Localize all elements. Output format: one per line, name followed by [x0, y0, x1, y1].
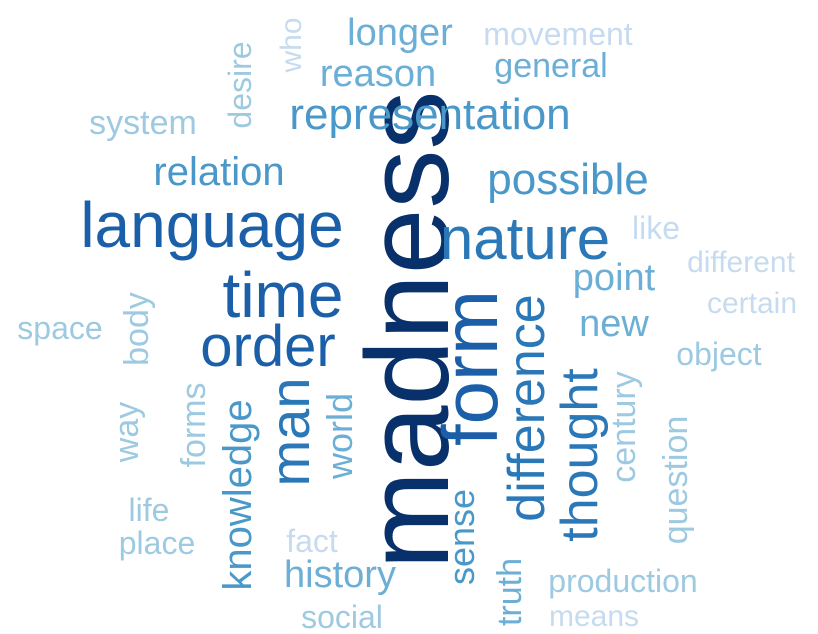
- cloud-word-reason: reason: [319, 53, 437, 95]
- cloud-word-point: point: [572, 257, 656, 299]
- cloud-word-difference: difference: [498, 294, 556, 522]
- cloud-word-truth: truth: [491, 557, 529, 627]
- cloud-word-general: general: [494, 47, 608, 85]
- cloud-word-desire: desire: [222, 41, 258, 129]
- cloud-word-means: means: [548, 600, 640, 633]
- cloud-word-who: who: [275, 17, 308, 73]
- cloud-word-thought: thought: [551, 368, 609, 542]
- cloud-word-representation: representation: [289, 90, 571, 139]
- cloud-word-place: place: [118, 525, 196, 561]
- cloud-word-history: history: [284, 554, 396, 596]
- cloud-word-knowledge: knowledge: [216, 399, 260, 591]
- cloud-word-possible: possible: [487, 155, 649, 204]
- cloud-word-fact: fact: [286, 523, 338, 559]
- cloud-word-language: language: [80, 189, 344, 261]
- cloud-word-life: life: [128, 492, 170, 528]
- cloud-word-different: different: [687, 246, 795, 279]
- cloud-word-social: social: [301, 599, 383, 634]
- cloud-word-longer: longer: [347, 12, 453, 54]
- cloud-word-new: new: [579, 303, 649, 345]
- cloud-word-certain: certain: [706, 287, 798, 320]
- cloud-word-nature: nature: [439, 205, 611, 272]
- cloud-word-body: body: [118, 292, 156, 366]
- cloud-word-system: system: [89, 104, 197, 142]
- cloud-word-sense: sense: [441, 488, 482, 586]
- cloud-word-time: time: [222, 259, 344, 331]
- cloud-word-space: space: [17, 310, 103, 346]
- cloud-word-man: man: [258, 377, 321, 487]
- cloud-word-question: question: [657, 415, 695, 545]
- cloud-word-like: like: [631, 210, 681, 246]
- cloud-word-production: production: [548, 563, 698, 599]
- cloud-word-world: world: [319, 392, 360, 480]
- cloud-word-relation: relation: [153, 150, 285, 194]
- cloud-word-way: way: [108, 401, 146, 463]
- cloud-word-order: order: [200, 314, 336, 379]
- cloud-word-movement: movement: [483, 16, 633, 52]
- cloud-word-object: object: [676, 336, 762, 372]
- cloud-word-forms: forms: [175, 382, 213, 468]
- cloud-word-century: century: [605, 371, 643, 483]
